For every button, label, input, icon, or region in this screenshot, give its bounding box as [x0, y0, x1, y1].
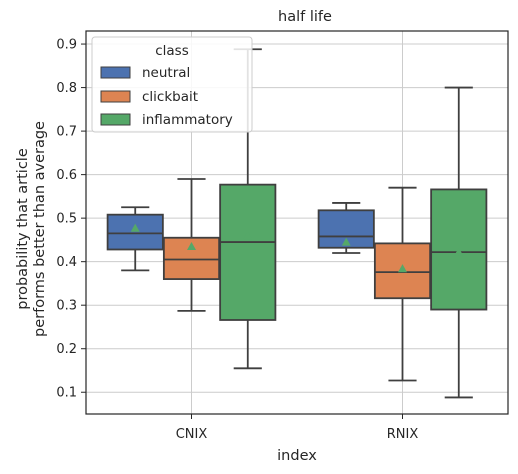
y-tick-label: 0.2 [56, 342, 77, 357]
y-axis-label-line-2: performs better than average [32, 121, 48, 337]
y-axis-label-line-1: probability that article [15, 148, 31, 310]
legend-title: class [155, 43, 189, 59]
box-neutral-CNIX [106, 213, 164, 251]
mean-marker-inflammatory-CNIX [243, 231, 253, 240]
y-tick-label: 0.4 [56, 255, 77, 270]
mean-marker-inflammatory-RNIX [454, 247, 464, 256]
y-tick-label: 0.6 [56, 168, 77, 183]
x-axis-label: index [277, 448, 317, 464]
x-tick-label: RNIX [387, 427, 419, 442]
legend-label-inflammatory: inflammatory [142, 112, 233, 128]
legend: class neutral clickbait inflammatory [91, 36, 253, 133]
y-tick-label: 0.5 [56, 212, 77, 227]
box-inflammatory-CNIX [219, 183, 277, 321]
mean-marker-neutral-CNIX [130, 223, 140, 232]
chart-title: half life [278, 9, 332, 25]
mean-marker-clickbait-RNIX [398, 264, 407, 273]
legend-swatch-clickbait [100, 90, 131, 103]
mean-marker-clickbait-CNIX [187, 241, 196, 251]
y-tick-label: 0.7 [56, 125, 77, 140]
axis-layer: 0.1 0.2 0.3 0.4 0.5 0.6 0.7 0.8 0.9 CNIX RNIX [56, 30, 509, 442]
legend-swatch-neutral [100, 66, 131, 79]
legend-label-neutral: neutral [142, 65, 190, 81]
legend-label-clickbait: clickbait [142, 89, 198, 105]
x-tick-label: CNIX [176, 427, 208, 442]
y-tick-label: 0.1 [56, 386, 77, 401]
y-tick-label: 0.9 [56, 38, 77, 53]
legend-swatch-inflammatory [100, 113, 131, 126]
legend-frame [91, 36, 253, 133]
plot-frame [85, 30, 509, 415]
box-layer [106, 48, 488, 399]
y-tick-label: 0.3 [56, 299, 77, 314]
mean-marker-neutral-RNIX [341, 237, 351, 246]
y-tick-label: 0.8 [56, 81, 77, 96]
